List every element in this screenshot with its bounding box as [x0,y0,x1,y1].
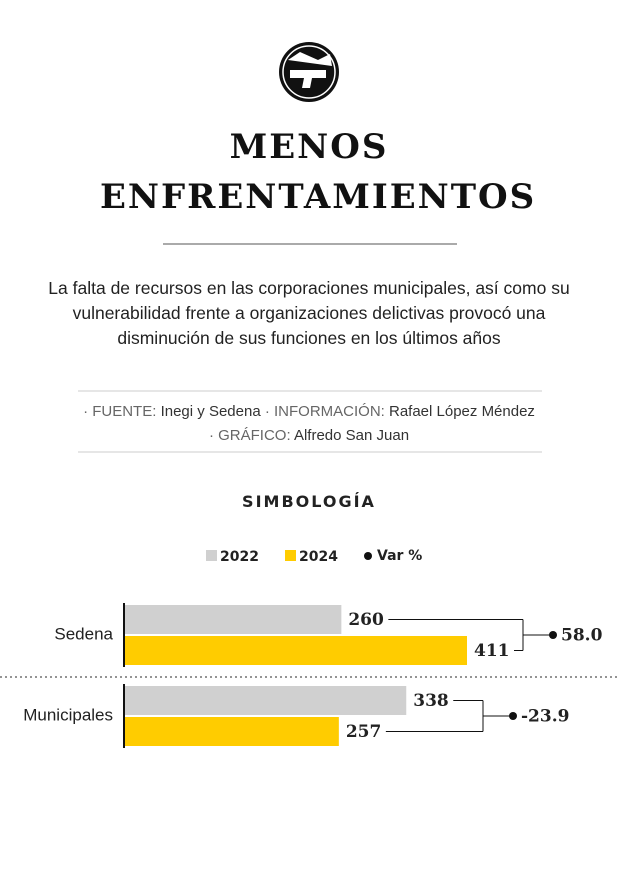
credit-label: · FUENTE: [83,403,157,420]
credits: · FUENTE: Inegi y Sedena · INFORMACIÓN: … [60,400,558,448]
subtitle: La falta de recursos en las corporacione… [48,278,570,348]
value-label: 338 [413,691,449,711]
title: MENOS ENFRENTAMIENTOS [100,127,537,217]
value-label: 411 [474,641,510,661]
value-label: 257 [346,722,382,742]
credit-text: Rafael López Méndez [389,403,535,420]
category-label: Municipales [23,705,113,724]
change-dot [509,712,517,720]
change-label: 58.0 [561,626,603,646]
bar [125,686,407,715]
credit-label: · INFORMACIÓN: [264,403,385,420]
legend-label: Var % [377,548,422,564]
category-label: Sedena [54,624,113,643]
bar [125,605,342,634]
value-label: 260 [348,610,384,630]
bar [125,717,339,746]
change-label: -23.9 [521,707,569,727]
credit-text: Inegi y Sedena [160,403,261,420]
legend-swatch [206,550,217,561]
legend-label: 2024 [299,549,338,565]
credit-text: Alfredo San Juan [293,427,410,444]
change-dot [549,631,557,639]
bar [125,636,467,665]
credit-label: · GRÁFICO: [208,427,291,444]
legend-title: SIMBOLOGÍA [242,492,376,511]
icon [279,42,339,102]
legend-label: 2022 [220,549,259,565]
legend-swatch [285,550,296,561]
legend-dot [364,552,372,560]
